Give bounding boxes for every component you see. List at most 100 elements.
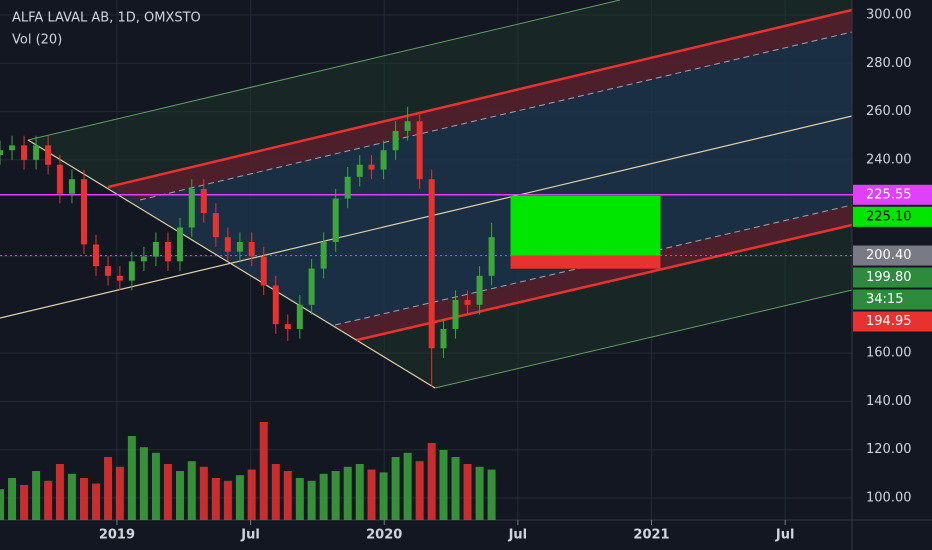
x-tick-label: 2020 — [366, 528, 402, 543]
volume-bar — [139, 447, 148, 520]
candle-body — [356, 164, 363, 177]
price-label: 200.40 — [866, 248, 912, 263]
candle-body — [188, 188, 195, 228]
volume-bar — [355, 464, 364, 520]
y-tick-label: 160.00 — [866, 346, 912, 361]
volume-bar — [104, 457, 113, 520]
x-tick-label: Jul — [775, 528, 795, 543]
volume-bar — [295, 478, 304, 520]
x-tick-label: 2019 — [99, 528, 135, 543]
volume-bar — [187, 461, 196, 520]
volume-bar — [79, 478, 88, 520]
pitchfork — [0, 0, 853, 389]
volume-bar — [247, 469, 256, 520]
y-tick-label: 100.00 — [866, 491, 912, 506]
volume-bar — [44, 480, 53, 520]
y-tick-label: 140.00 — [866, 394, 912, 409]
volume-bar — [331, 471, 340, 520]
price-label-bg — [853, 184, 932, 205]
volume-bar — [151, 452, 160, 520]
candle-body — [308, 268, 315, 305]
price-label: 225.55 — [866, 187, 912, 202]
red-upper — [107, 8, 853, 189]
volume-bar — [379, 472, 388, 520]
candle-body — [140, 256, 147, 262]
price-label-bg — [853, 206, 932, 227]
candle-body — [284, 324, 291, 329]
candle-body — [260, 256, 267, 286]
price-label-bg — [853, 245, 932, 266]
volume-bar — [0, 489, 4, 520]
volume-bar — [391, 457, 400, 520]
candle-body — [93, 244, 100, 267]
volume-bar — [475, 466, 484, 520]
outer-lower — [434, 289, 853, 389]
y-tick-label: 260.00 — [866, 104, 912, 119]
y-tick-label: 300.00 — [866, 7, 912, 22]
candle-body — [56, 164, 63, 194]
volume-bar — [463, 464, 472, 520]
y-tick-label: 280.00 — [866, 56, 912, 71]
candle-body — [296, 304, 303, 329]
volume-bar — [415, 461, 424, 520]
candle-body — [392, 130, 399, 151]
volume-bar — [283, 471, 292, 520]
candle-body — [212, 213, 219, 238]
price-label-bg — [853, 267, 932, 288]
upper-band — [108, 10, 852, 200]
volume-bar — [175, 471, 184, 520]
candle-body — [68, 179, 75, 194]
volume-bar — [8, 478, 17, 520]
volume-bar — [427, 443, 436, 520]
volume-bar — [20, 485, 29, 520]
price-label: 34:15 — [866, 292, 903, 307]
price-label-bg — [853, 289, 932, 310]
stop-zone — [510, 255, 661, 269]
volume-bar — [55, 464, 64, 520]
outer-upper — [27, 0, 621, 141]
volume-bar — [439, 450, 448, 520]
candle-body — [80, 179, 87, 245]
candle-body — [320, 242, 327, 269]
x-tick-label: Jul — [240, 528, 260, 543]
volume-bar — [367, 469, 376, 520]
candle-body — [380, 150, 387, 170]
candle-body — [236, 242, 243, 252]
x-tick-label: Jul — [508, 528, 528, 543]
volume-bar — [163, 464, 172, 520]
volume-bar — [403, 452, 412, 520]
candle-body — [272, 285, 279, 325]
candle-body — [404, 121, 411, 131]
volume-bar — [343, 466, 352, 520]
candle-body — [0, 150, 3, 156]
volume-bar — [451, 457, 460, 520]
y-tick-label: 120.00 — [866, 442, 912, 457]
candle-body — [152, 242, 159, 257]
candle-body — [488, 237, 495, 276]
price-label: 199.80 — [866, 270, 912, 285]
lower-band — [335, 205, 852, 340]
volume-bar — [259, 422, 268, 520]
candle-body — [33, 145, 40, 160]
target-zone — [510, 195, 661, 256]
candle-body — [248, 242, 255, 257]
x-tick-label: 2021 — [633, 528, 669, 543]
candle-body — [344, 176, 351, 199]
candle-body — [164, 242, 171, 262]
volume-bar — [487, 469, 496, 520]
price-label: 194.95 — [866, 314, 912, 329]
y-tick-label: 240.00 — [866, 152, 912, 167]
price-label-bg — [853, 311, 932, 332]
candle-body — [476, 275, 483, 305]
median — [0, 115, 853, 319]
candle-body — [200, 188, 207, 214]
candle-body — [440, 328, 447, 349]
candle-body — [105, 266, 112, 276]
volume-bar — [235, 475, 244, 520]
candle-body — [176, 227, 183, 262]
dashed-upper — [139, 31, 853, 201]
candle-body — [428, 179, 435, 349]
candle-body — [416, 121, 423, 180]
candle-body — [9, 145, 16, 151]
